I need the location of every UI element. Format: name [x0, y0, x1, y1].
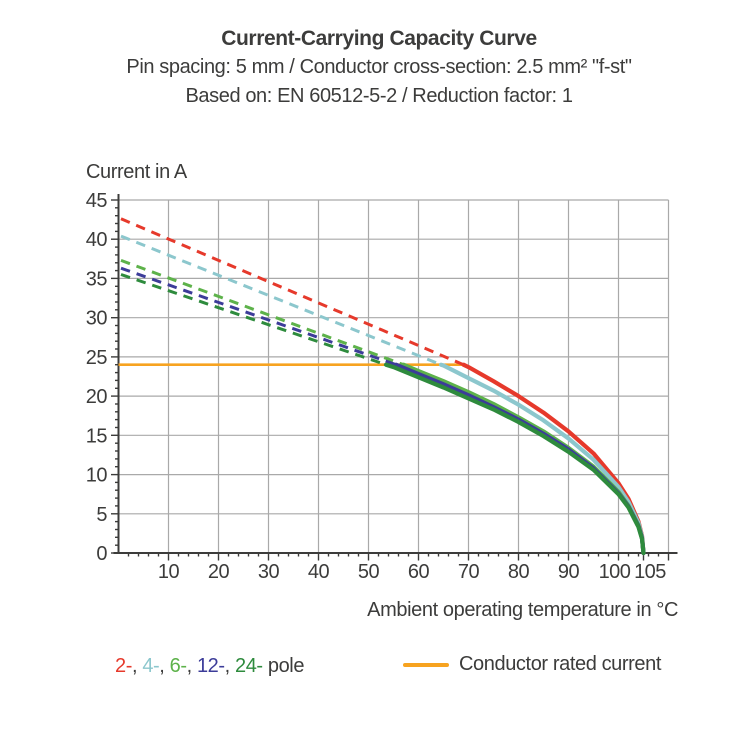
x-tick-label: 10	[158, 561, 180, 583]
legend-24-pole: 24-	[234, 655, 263, 677]
curve-2-pole-dashed	[120, 217, 465, 367]
y-tick-label: 10	[86, 465, 108, 487]
chart-subtitle-spec: Pin spacing: 5 mm / Conductor cross-sect…	[126, 56, 632, 78]
legend-separator: ,	[159, 655, 170, 677]
legend-6-pole: 6-	[169, 655, 187, 677]
chart-subtitle-standard: Based on: EN 60512-5-2 / Reduction facto…	[185, 85, 573, 107]
curve-12-pole-solid	[393, 362, 646, 556]
x-tick-label: 100	[599, 561, 631, 583]
y-tick-label: 25	[86, 347, 108, 369]
x-tick-label: 70	[458, 561, 480, 583]
curve-24-pole-solid	[383, 362, 646, 556]
axis-ticks	[111, 199, 670, 561]
legend-separator: ,	[186, 655, 197, 677]
rated-current-label: Conductor rated current	[459, 653, 662, 675]
y-tick-label: 40	[86, 229, 108, 251]
legend-12-pole: 12-	[196, 655, 225, 677]
y-tick-label: 0	[96, 543, 107, 565]
curve-24-pole-dashed	[120, 273, 387, 367]
axes	[113, 194, 678, 554]
legend-2-pole: 2-	[115, 655, 132, 677]
curve-4-pole-dashed	[120, 234, 442, 367]
x-tick-label: 60	[408, 561, 430, 583]
y-tick-label: 30	[86, 308, 108, 330]
pole-count-legend: 2-, 4-, 6-, 12-, 24- pole	[115, 655, 304, 678]
curve-6-pole-solid	[401, 362, 646, 556]
x-axis-title: Ambient operating temperature in °C	[367, 599, 678, 621]
x-tick-label: 40	[308, 561, 330, 583]
y-tick-label: 15	[86, 425, 108, 447]
curve-6-pole-dashed	[120, 258, 405, 367]
curve-12-pole-dashed	[120, 266, 397, 367]
rated-current-legend: Conductor rated current	[403, 653, 661, 676]
legend-pole-suffix: pole	[262, 655, 305, 677]
x-tick-label: 105	[634, 561, 666, 583]
y-tick-label: 45	[86, 190, 108, 212]
chart-title: Current-Carrying Capacity Curve	[221, 27, 537, 50]
grid-lines	[118, 199, 670, 553]
x-tick-label: 80	[508, 561, 530, 583]
x-tick-label: 90	[558, 561, 580, 583]
y-tick-label: 5	[96, 504, 107, 526]
y-axis-title: Current in A	[86, 161, 187, 183]
capacity-curve-plot: 0 5 10 15 20 25 30 35 40 45 10 20 30 40 50 60 70 80 90 100 1…	[86, 190, 678, 583]
chart-header: Current-Carrying Capacity Curve Pin spac…	[0, 25, 750, 111]
x-tick-label: 30	[258, 561, 280, 583]
legend-separator: ,	[131, 655, 143, 677]
legend-separator: ,	[224, 655, 235, 677]
curve-2-pole-solid	[461, 362, 646, 556]
axis-tick-labels: 0 5 10 15 20 25 30 35 40 45 10 20 30 40 50 60 70 80 90 100 1…	[86, 190, 667, 583]
y-tick-label: 35	[86, 268, 108, 290]
legend-4-pole: 4-	[142, 655, 160, 677]
y-tick-label: 20	[86, 386, 108, 408]
x-tick-label: 50	[358, 561, 380, 583]
rated-current-line-swatch	[403, 662, 449, 667]
x-tick-label: 20	[208, 561, 230, 583]
